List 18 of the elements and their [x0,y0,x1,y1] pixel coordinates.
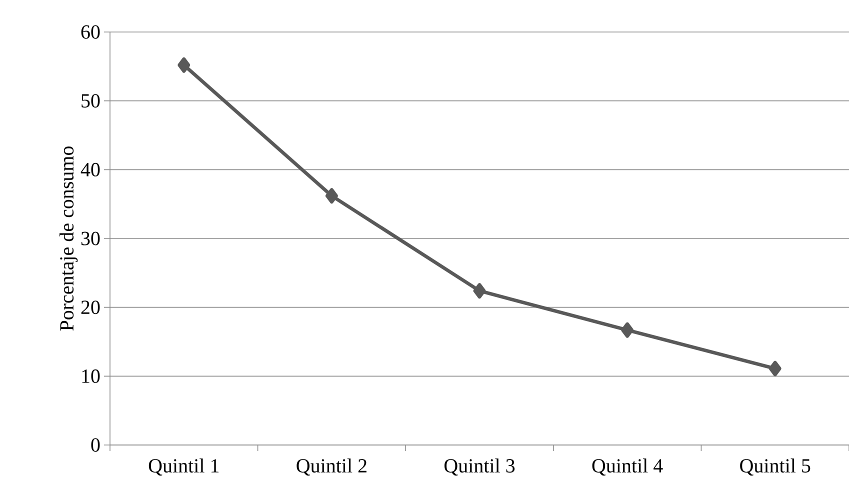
y-tick-label: 10 [82,369,100,383]
point [473,283,486,299]
x-tick-label: Quintil 1 [148,458,219,476]
x-tick-label: Quintil 2 [296,458,366,476]
point [621,322,634,338]
y-tick-label: 50 [82,94,100,108]
point [768,360,782,376]
point [178,57,190,73]
y-tick-label: 0 [91,438,100,452]
x-tick-label: Quintil 4 [592,458,663,476]
y-tick-label: 60 [81,25,100,39]
y-tick-label: 30 [81,232,100,246]
y-axis-title: Porcentaje de consumo [60,146,78,331]
y-tick-label: 40 [80,162,100,176]
y-tick-label: 20 [81,300,100,314]
x-tick-label: Quintil 5 [740,458,810,476]
point [325,188,338,204]
x-tick-label: Quintil 3 [444,458,515,476]
